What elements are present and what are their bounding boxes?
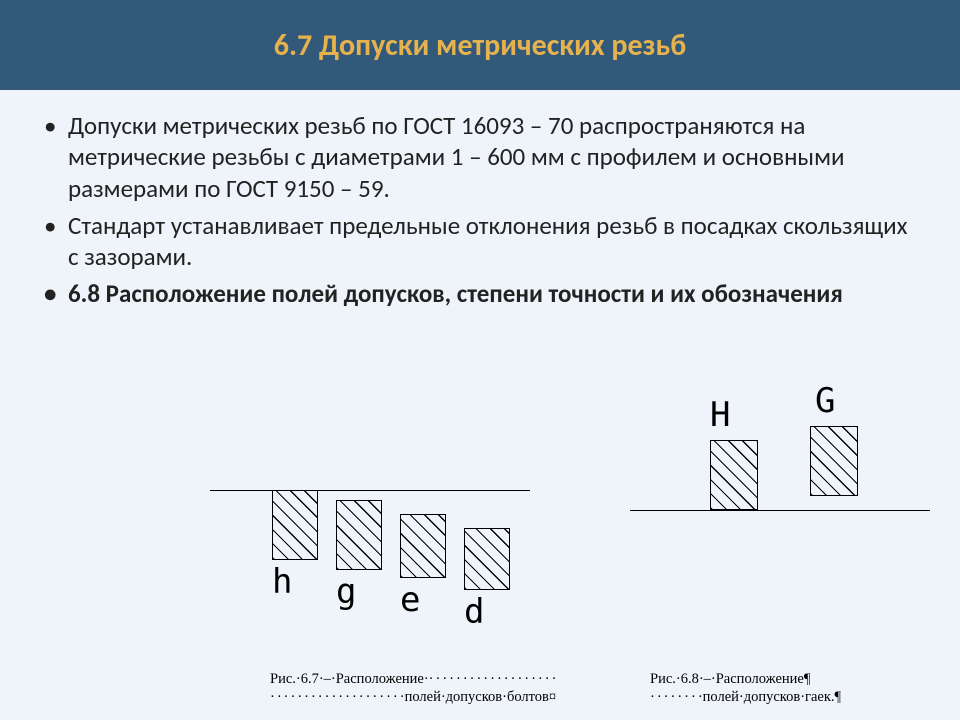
tolerance-box (400, 514, 446, 578)
content-area: Допуски метрических резьб по ГОСТ 16093 … (0, 90, 960, 310)
zero-line (630, 510, 930, 511)
tolerance-box (272, 490, 318, 560)
tolerance-label: h (272, 562, 292, 602)
tolerance-box (336, 500, 382, 570)
tolerance-label: e (400, 580, 420, 620)
tolerance-box (810, 426, 858, 496)
bullet-item: 6.8 Расположение полей допусков, степени… (40, 278, 920, 309)
tolerance-label: G (815, 381, 835, 421)
caption-right-2: ········полей·допусков·гаек.¶ (650, 688, 841, 706)
zero-line (210, 490, 530, 491)
figure-area: h g e d H G (210, 380, 950, 710)
bullet-item: Стандарт устанавливает предельные отклон… (40, 210, 920, 273)
tolerance-label: H (710, 395, 730, 435)
slide-title: 6.7 Допуски метрических резьб (274, 27, 686, 64)
tolerance-box (710, 440, 758, 510)
tolerance-label: g (336, 572, 356, 612)
caption-left-2: ····················полей·допусков·болто… (270, 688, 556, 706)
bullet-list: Допуски метрических резьб по ГОСТ 16093 … (40, 110, 920, 310)
slide-header: 6.7 Допуски метрических резьб (0, 0, 960, 90)
tolerance-label: d (464, 592, 484, 632)
caption-right-1: Рис.·6.8·–·Расположение¶ (650, 670, 810, 688)
bullet-item: Допуски метрических резьб по ГОСТ 16093 … (40, 110, 920, 204)
tolerance-box (464, 528, 510, 590)
caption-left-1: Рис.·6.7·–·Расположение·················… (270, 670, 558, 688)
